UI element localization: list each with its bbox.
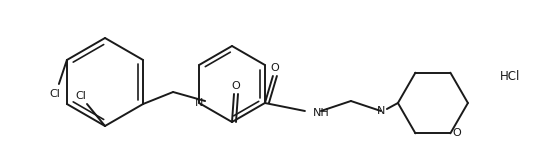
Text: N: N xyxy=(195,98,203,108)
Text: Cl: Cl xyxy=(75,91,86,101)
Text: N: N xyxy=(377,106,385,116)
Text: HCl: HCl xyxy=(500,69,520,83)
Text: O: O xyxy=(232,81,240,91)
Text: O: O xyxy=(270,63,279,73)
Text: Cl: Cl xyxy=(49,89,60,99)
Text: O: O xyxy=(453,128,461,138)
Text: NH: NH xyxy=(313,108,330,118)
